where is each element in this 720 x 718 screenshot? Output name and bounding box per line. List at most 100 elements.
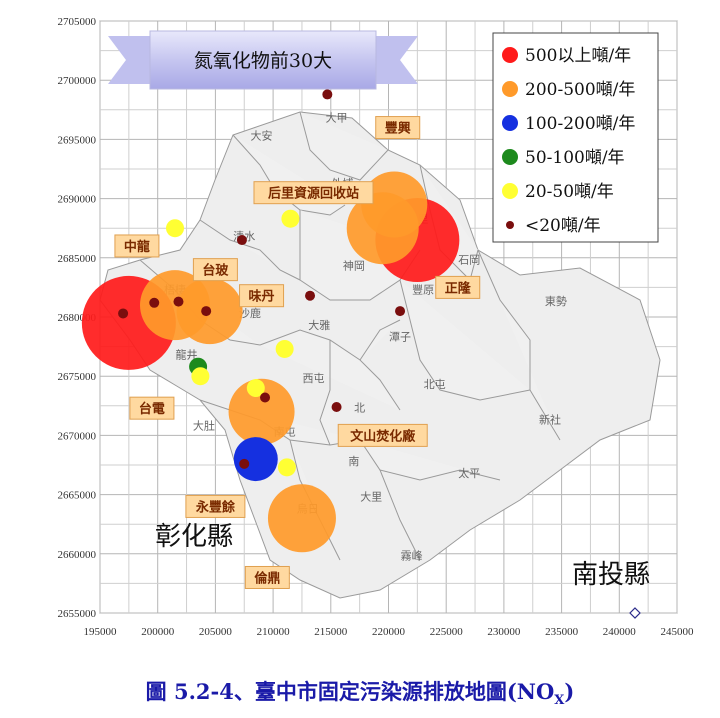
x-tick-label: 200000 bbox=[141, 626, 175, 638]
callout: 中龍 bbox=[114, 234, 160, 258]
callout-box bbox=[129, 396, 175, 420]
y-tick-label: 2660000 bbox=[58, 549, 97, 561]
legend-swatch bbox=[502, 115, 518, 131]
district-label: 西屯 bbox=[302, 372, 324, 385]
legend-swatch bbox=[502, 149, 518, 165]
emission-point bbox=[149, 297, 160, 308]
x-tick-label: 230000 bbox=[487, 626, 521, 638]
callout: 倫鼎 bbox=[244, 565, 290, 589]
title-banner: 氮氧化物前30大 bbox=[108, 30, 418, 90]
emission-point bbox=[277, 458, 296, 477]
district-label: 龍井 bbox=[176, 347, 198, 361]
callout: 文山焚化廠 bbox=[337, 423, 428, 447]
callout: 台電 bbox=[129, 396, 175, 420]
callout-box bbox=[114, 234, 160, 258]
emission-point bbox=[331, 401, 342, 412]
emission-point bbox=[236, 235, 247, 246]
x-axis-ticks: 195000 200000 205000 210000 215000 220000 2250… bbox=[84, 626, 695, 638]
district-label: 北 bbox=[354, 402, 365, 415]
x-tick-label: 195000 bbox=[84, 626, 118, 638]
emission-point bbox=[239, 458, 250, 469]
legend-swatch bbox=[502, 183, 518, 199]
emission-point bbox=[166, 219, 185, 238]
callout: 味丹 bbox=[239, 284, 285, 308]
caption-subscript: X bbox=[554, 693, 565, 709]
callout-box bbox=[192, 258, 238, 282]
x-tick-label: 225000 bbox=[430, 626, 464, 638]
district-label: 石岡 bbox=[458, 254, 480, 267]
emission-point bbox=[228, 378, 295, 445]
district-label: 大甲 bbox=[326, 111, 348, 125]
district-label: 霧峰 bbox=[401, 550, 423, 563]
x-tick-label: 215000 bbox=[314, 626, 348, 638]
emission-point bbox=[361, 171, 428, 238]
district-label: 太平 bbox=[458, 467, 480, 480]
district-label: 新社 bbox=[539, 413, 561, 427]
legend-label: <20噸/年 bbox=[525, 216, 601, 236]
callout: 豐興 bbox=[375, 116, 421, 140]
callout-box bbox=[253, 181, 374, 205]
y-axis-ticks: 2655000266000026650002670000267500026800… bbox=[58, 16, 97, 620]
emission-point bbox=[233, 437, 278, 482]
x-tick-label: 220000 bbox=[372, 626, 406, 638]
caption-main: 圖 5.2-4、臺中市固定污染源排放地圖(NO bbox=[145, 679, 555, 704]
y-tick-label: 2670000 bbox=[58, 430, 97, 442]
emission-point bbox=[191, 367, 210, 386]
legend-swatch bbox=[502, 81, 518, 97]
callout-label: 正隆 bbox=[445, 280, 472, 296]
legend-swatch bbox=[502, 47, 518, 63]
y-tick-label: 2690000 bbox=[58, 194, 97, 206]
y-tick-label: 2695000 bbox=[58, 134, 97, 146]
district-label: 神岡 bbox=[343, 259, 365, 273]
callout-box bbox=[185, 494, 246, 518]
callout: 后里資源回收站 bbox=[253, 181, 374, 205]
y-tick-label: 2685000 bbox=[58, 253, 97, 265]
y-tick-label: 2675000 bbox=[58, 371, 97, 383]
callout-label: 味丹 bbox=[249, 289, 275, 305]
callout-label: 台玻 bbox=[202, 263, 229, 279]
callout-box bbox=[337, 423, 428, 447]
callout-box bbox=[244, 565, 290, 589]
county-label-changhua: 彰化縣 bbox=[155, 522, 233, 552]
y-tick-label: 2705000 bbox=[58, 16, 97, 28]
x-tick-label: 245000 bbox=[661, 626, 695, 638]
x-tick-label: 210000 bbox=[257, 626, 291, 638]
legend-label: 500以上噸/年 bbox=[525, 46, 631, 66]
emission-point bbox=[173, 296, 184, 307]
district-label: 大里 bbox=[360, 490, 382, 504]
callout-label: 文山焚化廠 bbox=[350, 428, 416, 444]
callout-label: 后里資源回收站 bbox=[268, 186, 359, 202]
figure-caption: 圖 5.2-4、臺中市固定污染源排放地圖(NOX) bbox=[0, 676, 720, 708]
emission-point bbox=[267, 484, 336, 553]
emission-points bbox=[81, 89, 460, 553]
county-label-nantou: 南投縣 bbox=[572, 560, 650, 590]
callout-box bbox=[375, 116, 421, 140]
legend: 500以上噸/年 200-500噸/年 100-200噸/年 50-100噸/年 20-… bbox=[492, 32, 659, 243]
emission-point bbox=[305, 290, 316, 301]
legend-swatch bbox=[506, 221, 514, 229]
y-tick-label: 2655000 bbox=[58, 608, 97, 620]
callout-label: 中龍 bbox=[124, 239, 150, 255]
callout-box bbox=[435, 275, 481, 299]
x-tick-label: 240000 bbox=[603, 626, 637, 638]
emission-point bbox=[118, 308, 129, 319]
emission-point bbox=[260, 392, 271, 403]
callout: 永豐餘 bbox=[185, 494, 246, 518]
emission-point bbox=[395, 306, 406, 317]
legend-label: 100-200噸/年 bbox=[525, 114, 635, 134]
district-label: 東勢 bbox=[545, 294, 567, 308]
emission-point bbox=[281, 209, 300, 228]
emission-point bbox=[322, 89, 333, 100]
district-label: 大安 bbox=[251, 128, 273, 142]
district-label: 南 bbox=[348, 455, 359, 468]
callout-label: 豐興 bbox=[385, 121, 411, 137]
district-label: 潭子 bbox=[389, 331, 411, 344]
caption-end: ) bbox=[564, 679, 575, 704]
y-tick-label: 2700000 bbox=[58, 75, 97, 87]
y-tick-label: 2665000 bbox=[58, 490, 97, 502]
legend-label: 200-500噸/年 bbox=[525, 80, 635, 100]
district-label: 大雅 bbox=[308, 318, 330, 332]
legend-label: 20-50噸/年 bbox=[525, 182, 614, 202]
